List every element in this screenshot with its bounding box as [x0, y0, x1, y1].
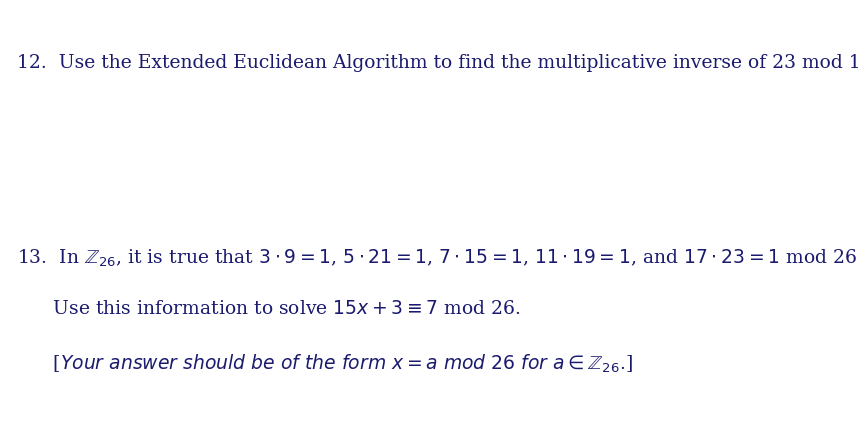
Text: [$\it{Your\ answer\ should\ be\ of\ the\ form\ }$$x = a$$\it{\ mod\ 26\ for\ }$$: [$\it{Your\ answer\ should\ be\ of\ the\… — [17, 353, 633, 375]
Text: 12.  Use the Extended Euclidean Algorithm to find the multiplicative inverse of : 12. Use the Extended Euclidean Algorithm… — [17, 54, 858, 72]
Text: Use this information to solve $15x + 3 \equiv 7$ mod 26.: Use this information to solve $15x + 3 \… — [17, 300, 521, 318]
Text: 13.  In $\mathbb{Z}_{26}$, it is true that $3 \cdot 9 = 1$, $5 \cdot 21 = 1$, $7: 13. In $\mathbb{Z}_{26}$, it is true tha… — [17, 248, 858, 269]
